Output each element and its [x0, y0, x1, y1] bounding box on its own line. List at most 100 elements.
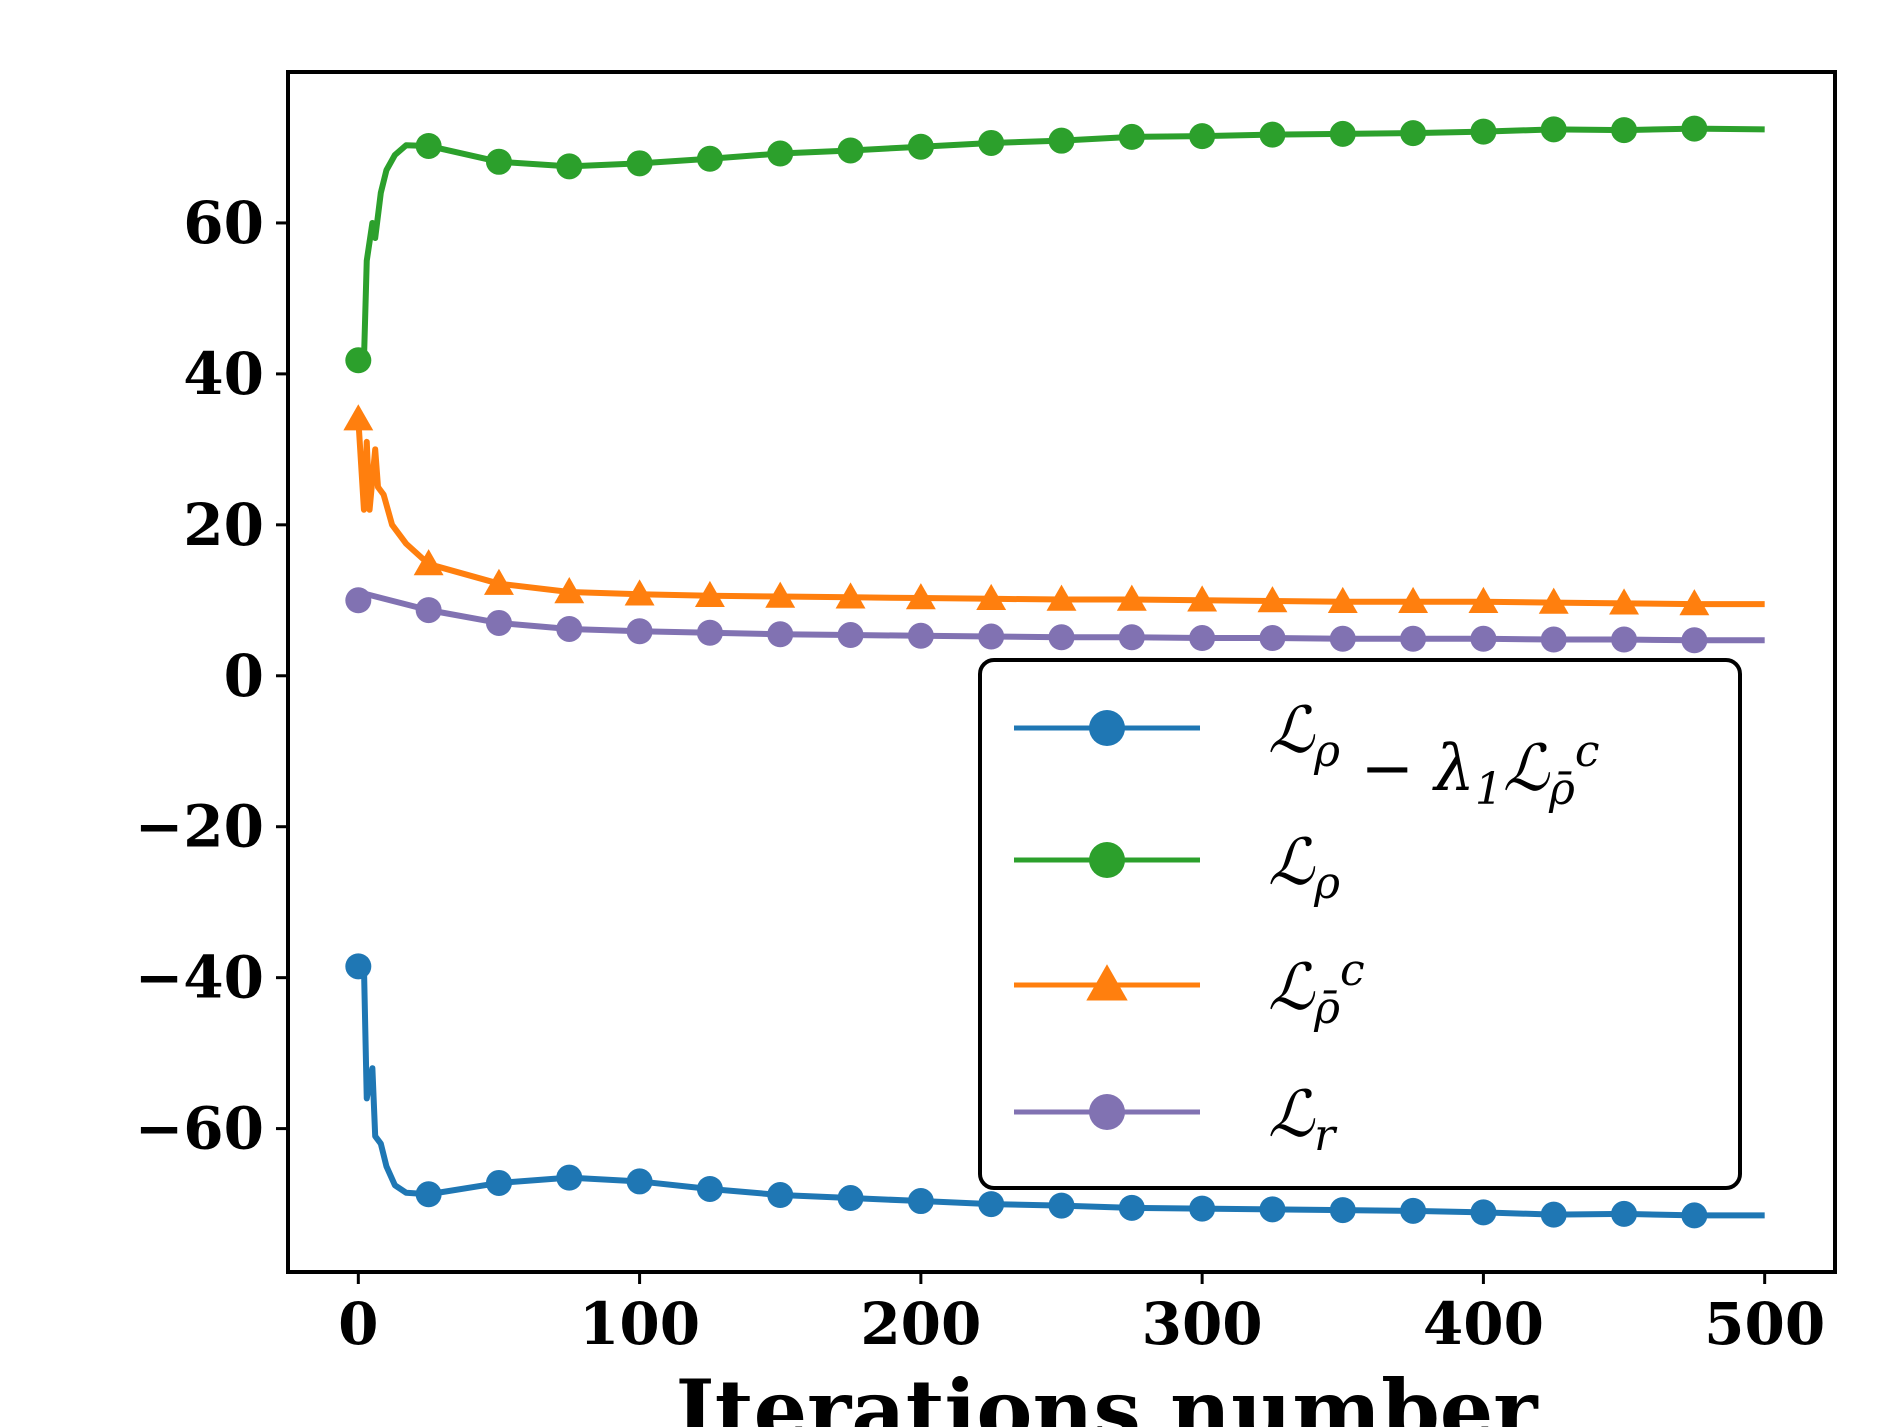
- x-axis-title: Iterations number: [675, 1361, 1539, 1427]
- data-point-marker: [765, 581, 796, 608]
- y-tick-label: −60: [135, 1095, 264, 1163]
- data-point-marker: [1540, 626, 1567, 653]
- data-point-marker: [1681, 115, 1708, 142]
- plot-frame: [286, 70, 1837, 1274]
- data-point-marker: [1189, 123, 1216, 150]
- data-point-marker: [1118, 123, 1145, 150]
- x-tick-label: 100: [579, 1290, 700, 1358]
- data-point-marker: [1116, 584, 1147, 611]
- x-tick-label: 400: [1423, 1290, 1544, 1358]
- data-point-marker: [626, 618, 653, 645]
- data-point-marker: [1329, 120, 1356, 147]
- data-point-marker: [1611, 117, 1638, 144]
- data-point-marker: [696, 145, 723, 172]
- data-point-marker: [1468, 586, 1499, 614]
- y-tick-label: 0: [224, 642, 264, 710]
- data-point-marker: [1118, 1194, 1145, 1221]
- y-axis: −60 −40 −20 0 20 40 60: [135, 189, 288, 1163]
- data-point-marker: [907, 1188, 934, 1215]
- data-point-marker: [694, 580, 725, 607]
- data-point-marker: [1118, 624, 1145, 651]
- data-point-marker: [1470, 118, 1497, 145]
- y-tick-label: 60: [183, 189, 264, 257]
- data-point-marker: [1540, 1201, 1567, 1228]
- data-point-marker: [415, 597, 442, 624]
- data-point-marker: [1189, 625, 1216, 652]
- data-point-marker: [1259, 625, 1286, 652]
- data-point-marker: [696, 619, 723, 646]
- data-point-marker: [978, 1191, 1005, 1218]
- data-point-marker: [1400, 625, 1427, 652]
- data-point-marker: [978, 623, 1005, 650]
- data-point-marker: [1259, 121, 1286, 148]
- data-point-marker: [907, 622, 934, 649]
- x-tick-label: 0: [338, 1290, 378, 1358]
- data-point-marker: [1046, 584, 1077, 611]
- legend-label: ℒρ: [1268, 826, 1340, 909]
- data-point-marker: [1086, 964, 1128, 1001]
- data-point-marker: [1327, 586, 1358, 614]
- data-point-marker: [837, 137, 864, 164]
- data-point-marker: [485, 609, 512, 636]
- data-point-marker: [1329, 625, 1356, 652]
- data-point-marker: [415, 1181, 442, 1208]
- data-point-marker: [413, 549, 444, 576]
- data-point-marker: [1538, 587, 1569, 614]
- series-line: [355, 418, 1765, 608]
- legend-label: ℒr: [1268, 1078, 1338, 1161]
- data-point-marker: [1611, 1200, 1638, 1227]
- series-1: [345, 953, 1765, 1229]
- data-point-marker: [1609, 588, 1639, 615]
- data-point-marker: [1540, 116, 1567, 143]
- data-point-marker: [837, 1185, 864, 1212]
- x-tick-label: 500: [1704, 1290, 1825, 1358]
- series-3: [343, 404, 1765, 616]
- series-line: [356, 591, 1765, 644]
- data-point-marker: [345, 953, 372, 980]
- data-point-marker: [767, 1182, 794, 1209]
- data-point-marker: [907, 133, 934, 160]
- x-tick-label: 300: [1142, 1290, 1263, 1358]
- data-point-marker: [1048, 1192, 1075, 1219]
- data-point-marker: [1681, 1202, 1708, 1229]
- data-point-marker: [1187, 585, 1218, 612]
- data-point-marker: [1470, 1199, 1497, 1226]
- data-point-marker: [556, 153, 583, 180]
- data-point-marker: [485, 1169, 512, 1196]
- series-layer: [343, 115, 1765, 1229]
- data-point-marker: [905, 583, 936, 610]
- data-point-marker: [1400, 120, 1427, 147]
- series-2: [345, 115, 1765, 374]
- data-point-marker: [978, 129, 1005, 156]
- data-point-marker: [345, 347, 372, 374]
- data-point-marker: [1189, 1195, 1216, 1222]
- data-point-marker: [415, 132, 442, 159]
- y-tick-label: 20: [183, 491, 264, 559]
- data-point-marker: [1470, 625, 1497, 652]
- legend-label: ℒρ̄c: [1268, 945, 1365, 1034]
- data-point-marker: [767, 140, 794, 167]
- data-point-marker: [1681, 627, 1708, 654]
- legend-frame: [978, 658, 1742, 1190]
- y-tick-label: −40: [135, 944, 264, 1012]
- data-point-marker: [835, 582, 866, 609]
- legend-label: ℒρ − λ1ℒρ̄c: [1268, 694, 1599, 815]
- data-point-marker: [624, 579, 655, 606]
- data-point-marker: [1048, 624, 1075, 651]
- data-point-marker: [1257, 586, 1288, 613]
- data-point-marker: [345, 587, 372, 614]
- data-point-marker: [554, 577, 585, 604]
- data-point-marker: [976, 583, 1007, 611]
- data-point-marker: [837, 622, 864, 649]
- x-tick-label: 200: [860, 1290, 981, 1358]
- data-point-marker: [1611, 626, 1638, 653]
- data-point-marker: [626, 150, 653, 177]
- data-point-marker: [767, 621, 794, 648]
- data-point-marker: [484, 568, 514, 595]
- data-point-marker: [1089, 710, 1125, 746]
- series-4: [345, 587, 1765, 654]
- data-point-marker: [485, 148, 512, 175]
- data-point-marker: [696, 1175, 723, 1202]
- data-point-marker: [343, 404, 374, 431]
